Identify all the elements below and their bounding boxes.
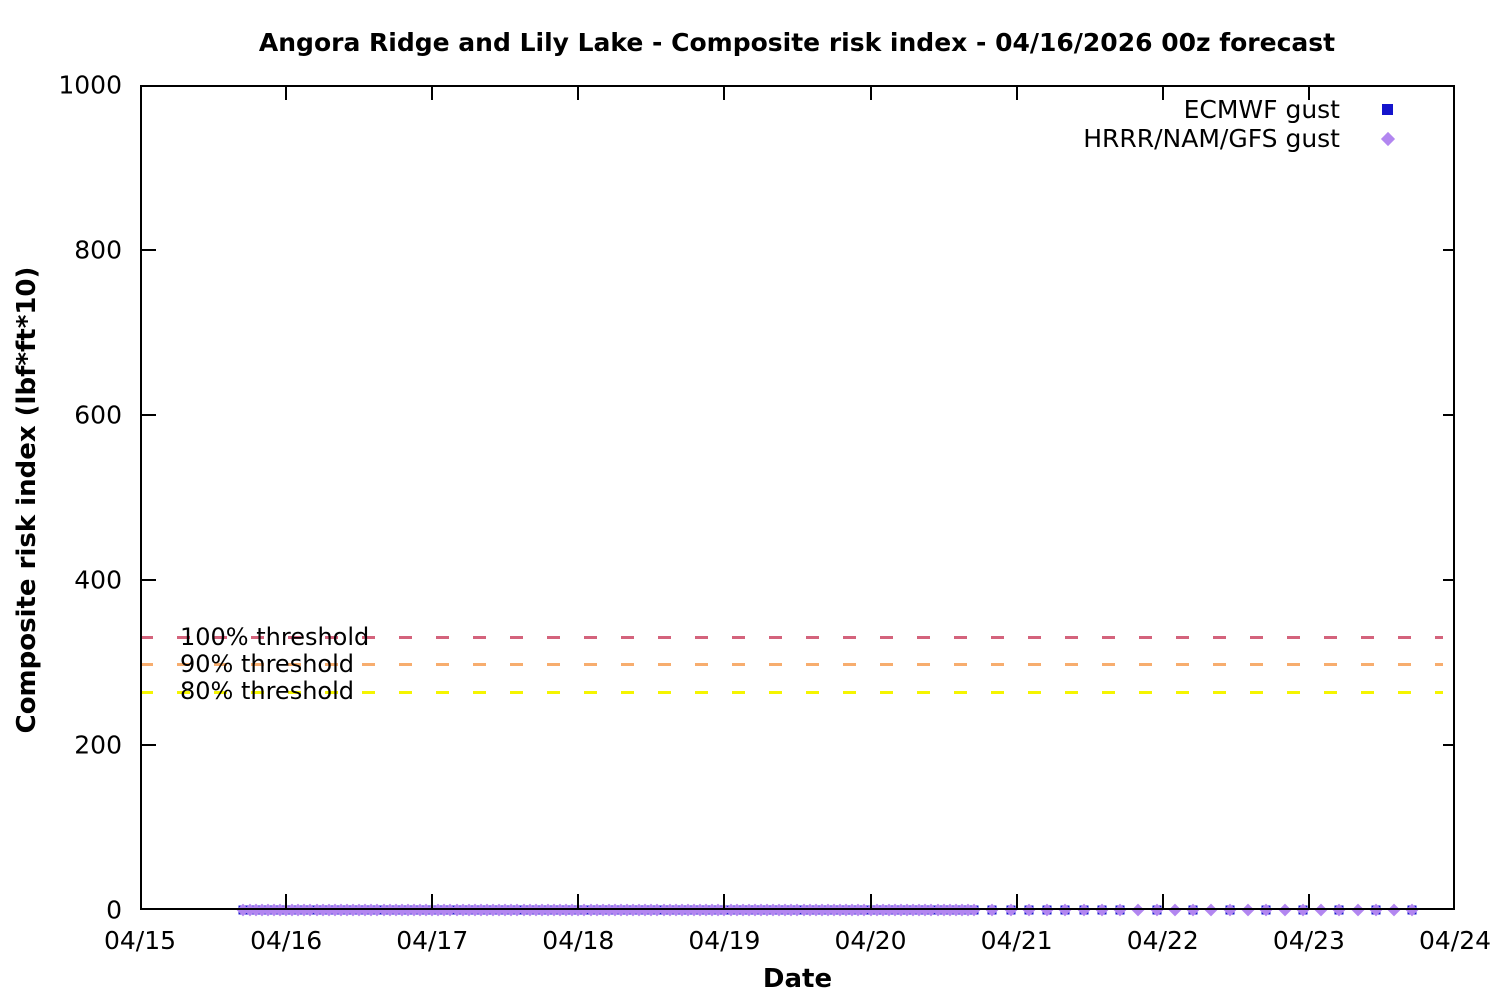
- x-tick-mark: [1307, 894, 1310, 910]
- threshold-label: 100% threshold: [180, 622, 370, 651]
- y-tick-mark: [140, 249, 156, 251]
- x-tick-label: 04/23: [1272, 926, 1345, 955]
- x-tick-mark: [431, 894, 434, 910]
- threshold-line: [140, 636, 1443, 640]
- y-tick-label: 0: [106, 895, 122, 925]
- x-tick-mark: [869, 894, 872, 910]
- x-tick-label: 04/22: [1126, 926, 1199, 955]
- y-tick-label: 1000: [58, 70, 122, 100]
- threshold-line: [140, 690, 1443, 694]
- y-axis-label: Composite risk index (lbf*ft*10): [12, 266, 42, 734]
- y-tick-mark: [1443, 579, 1455, 581]
- y-tick-mark: [1443, 414, 1455, 416]
- data-point-marker: [1241, 903, 1255, 917]
- x-tick-label: 04/24: [1418, 926, 1492, 955]
- x-tick-mark: [1015, 894, 1018, 910]
- y-tick-label: 800: [74, 235, 122, 265]
- data-point-marker: [1168, 903, 1182, 917]
- threshold-line: [140, 663, 1443, 667]
- x-tick-mark: [869, 85, 872, 100]
- y-tick-label: 600: [74, 400, 122, 430]
- x-tick-label: 04/17: [396, 926, 469, 955]
- data-point-marker: [1278, 903, 1291, 917]
- x-tick-mark: [577, 85, 580, 100]
- x-tick-label: 04/19: [688, 926, 761, 955]
- x-tick-mark: [1161, 894, 1164, 910]
- y-tick-label: 400: [74, 565, 122, 595]
- y-tick-mark: [140, 744, 156, 746]
- x-tick-label: 04/18: [542, 926, 615, 955]
- threshold-label: 80% threshold: [180, 677, 354, 706]
- x-tick-mark: [723, 894, 726, 910]
- x-tick-mark: [1307, 85, 1310, 100]
- chart-title: Angora Ridge and Lily Lake - Composite r…: [258, 28, 1336, 57]
- data-point-marker: [1314, 903, 1328, 917]
- data-point-marker: [1205, 903, 1218, 917]
- x-tick-mark: [1015, 85, 1018, 100]
- y-tick-mark: [140, 414, 156, 416]
- x-tick-mark: [285, 894, 288, 910]
- data-point-marker: [1351, 903, 1364, 917]
- x-axis-label: Date: [762, 964, 833, 994]
- legend-item: ECMWF gust: [1183, 95, 1340, 124]
- legend-square-icon: [1382, 104, 1393, 115]
- x-tick-label: 04/21: [980, 926, 1053, 955]
- legend-diamond-icon: [1380, 131, 1396, 147]
- y-tick-mark: [140, 579, 156, 581]
- plot-area-border: [140, 85, 1455, 910]
- x-tick-mark: [1161, 85, 1164, 100]
- threshold-label: 90% threshold: [180, 649, 354, 678]
- y-tick-mark: [1443, 249, 1455, 251]
- legend-item: HRRR/NAM/GFS gust: [1083, 124, 1340, 153]
- x-tick-label: 04/20: [834, 926, 907, 955]
- data-point-marker: [1387, 903, 1401, 917]
- y-tick-label: 200: [74, 730, 122, 760]
- x-tick-label: 04/15: [103, 926, 177, 955]
- x-tick-label: 04/16: [250, 926, 323, 955]
- y-tick-mark: [1443, 744, 1455, 746]
- x-tick-mark: [285, 85, 288, 100]
- x-tick-mark: [431, 85, 434, 100]
- data-point-marker: [1132, 903, 1145, 917]
- x-tick-mark: [577, 894, 580, 910]
- x-tick-mark: [723, 85, 726, 100]
